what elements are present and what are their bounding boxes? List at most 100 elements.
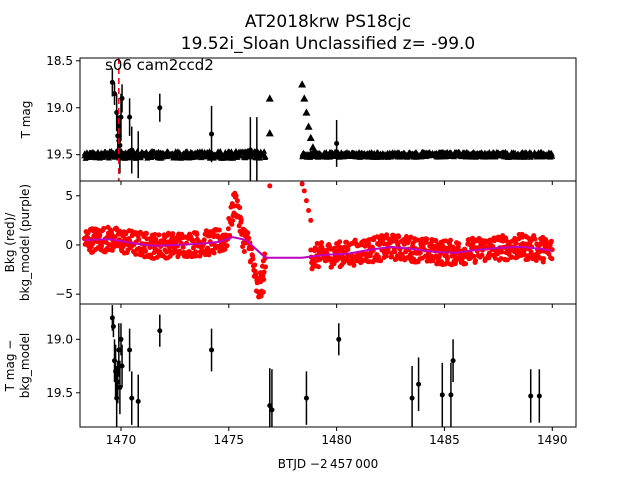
bkg-point — [473, 258, 479, 264]
detection-point — [112, 91, 118, 97]
triangle-marker — [298, 80, 307, 88]
bkg-point — [516, 236, 522, 242]
panel-frame — [79, 57, 577, 182]
bkg-point — [316, 264, 322, 270]
detection-point — [336, 336, 342, 342]
bkg-point — [152, 231, 158, 237]
bkg-point — [337, 239, 343, 245]
bkg-point — [314, 240, 320, 246]
y-tick-label: 19.0 — [46, 332, 73, 346]
bkg-point — [504, 257, 510, 263]
detection-point — [267, 403, 273, 409]
bkg-point — [240, 244, 246, 250]
y-axis-label: T mag − — [3, 340, 17, 393]
detection-point — [448, 392, 454, 398]
bkg-point — [170, 231, 176, 237]
bkg-point — [246, 235, 252, 241]
bkg-model-line — [84, 236, 553, 259]
panel-bottom-corrected-magnitude: 19.0 19.5 1470 1475 1480 1485 1490 T mag − bkg_m… — [3, 303, 577, 447]
bkg-point — [417, 250, 423, 256]
detection-point — [157, 105, 163, 111]
triangle-marker — [549, 153, 556, 159]
bkg-point — [499, 249, 505, 255]
bkg-point — [267, 183, 273, 189]
y-axis-label: Bkg (red)/ — [3, 212, 17, 273]
detection-point — [110, 323, 116, 329]
bkg-point — [396, 234, 402, 240]
detection-point — [528, 393, 534, 399]
y-tick-label: 19.5 — [46, 148, 73, 162]
triangle-marker — [302, 108, 311, 116]
bkg-point — [238, 217, 244, 223]
bkg-point — [167, 253, 173, 259]
bkg-point — [546, 251, 552, 257]
bkg-point — [112, 234, 118, 240]
detection-point — [119, 363, 125, 369]
y-tick-label: 18.5 — [46, 54, 73, 68]
triangle-marker — [265, 94, 274, 102]
x-tick-label: 1470 — [106, 433, 137, 447]
bkg-point — [233, 193, 239, 199]
triangle-marker — [261, 148, 268, 154]
bkg-point — [403, 234, 409, 240]
y-tick-label: 19.5 — [46, 386, 73, 400]
bkg-point — [190, 237, 196, 243]
bkg-point — [241, 249, 247, 255]
bkg-point — [441, 245, 447, 251]
detection-point — [269, 407, 275, 413]
detection-point — [135, 152, 141, 158]
bkg-point — [206, 252, 212, 258]
detection-point — [116, 347, 122, 353]
detection-point — [119, 95, 125, 101]
y-tick-label: −5 — [55, 287, 73, 301]
bkg-point — [97, 232, 103, 238]
bkg-point — [224, 243, 230, 249]
bkg-point — [486, 255, 492, 261]
bkg-point — [205, 245, 211, 251]
bkg-point — [513, 240, 519, 246]
bkg-point — [408, 234, 414, 240]
bkg-point — [252, 262, 258, 268]
bkg-point — [258, 293, 264, 299]
detection-point — [129, 395, 135, 401]
bkg-point — [479, 252, 485, 258]
panel-top-magnitude: 18.5 19.0 19.5 T mag s06 cam2ccd2 — [19, 54, 577, 185]
bkg-point — [306, 208, 312, 214]
ccd-annotation: s06 cam2ccd2 — [105, 56, 214, 74]
bkg-point — [548, 238, 554, 244]
panel-frame — [79, 303, 577, 428]
bkg-point — [378, 258, 384, 264]
bkg-point — [351, 262, 357, 268]
bkg-point — [537, 248, 543, 254]
detection-point — [135, 398, 141, 404]
detection-point — [209, 131, 215, 137]
bkg-point — [156, 232, 162, 238]
detection-point — [334, 140, 340, 146]
triangle-marker — [262, 153, 269, 160]
bkg-point — [175, 254, 181, 260]
detection-point — [129, 147, 135, 153]
y-axis-label: bkg_model — [18, 333, 32, 399]
bkg-point — [447, 237, 453, 243]
detection-point — [117, 142, 123, 148]
x-axis-label: BTJD −2 457 000 — [278, 457, 378, 471]
y-axis-label: T mag — [19, 101, 33, 140]
bkg-point — [193, 253, 199, 259]
bkg-point — [211, 250, 217, 256]
x-tick-label: 1475 — [214, 433, 245, 447]
detection-point — [115, 379, 121, 385]
bkg-point — [503, 235, 509, 241]
x-tick-label: 1485 — [429, 433, 460, 447]
bkg-point — [301, 188, 307, 194]
bkg-point — [262, 264, 268, 270]
y-tick-label: 19.0 — [46, 101, 73, 115]
top-plot-area — [81, 58, 556, 181]
bkg-point — [225, 226, 231, 232]
detection-point — [303, 395, 309, 401]
y-axis-label: bkg_model (purple) — [18, 184, 32, 301]
triangle-marker — [304, 122, 313, 130]
bkg-point — [492, 255, 498, 261]
bkg-point — [521, 252, 527, 258]
bottom-plot-area — [109, 305, 542, 427]
bkg-point — [433, 238, 439, 244]
